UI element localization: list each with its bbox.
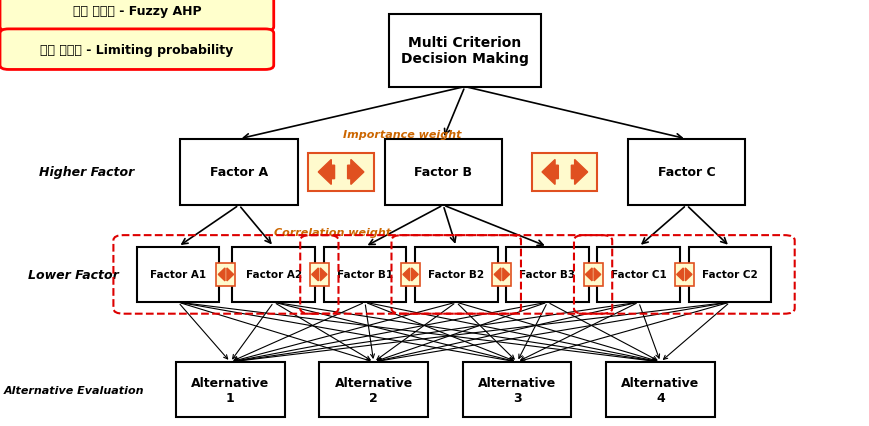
FancyBboxPatch shape [607,362,714,417]
FancyArrow shape [594,268,600,281]
FancyBboxPatch shape [492,263,511,286]
Text: Alternative
4: Alternative 4 [621,376,700,404]
FancyBboxPatch shape [323,247,407,302]
Text: Importance weight: Importance weight [343,129,461,139]
Text: Factor C1: Factor C1 [611,270,667,280]
FancyBboxPatch shape [415,247,497,302]
Text: Factor A2: Factor A2 [246,270,302,280]
FancyBboxPatch shape [584,263,603,286]
FancyBboxPatch shape [308,153,374,192]
FancyBboxPatch shape [136,247,219,302]
FancyBboxPatch shape [533,153,598,192]
FancyBboxPatch shape [181,139,298,206]
FancyBboxPatch shape [389,15,541,87]
FancyArrow shape [677,268,683,281]
FancyArrow shape [412,268,418,281]
Text: Factor A: Factor A [210,166,268,179]
FancyBboxPatch shape [216,263,235,286]
FancyBboxPatch shape [233,247,315,302]
FancyArrow shape [542,160,559,185]
FancyArrow shape [227,268,234,281]
FancyArrow shape [348,160,364,185]
FancyBboxPatch shape [688,247,772,302]
Text: 상관 가중치 - Limiting probability: 상관 가중치 - Limiting probability [40,43,234,57]
Text: Alternative
1: Alternative 1 [191,376,269,404]
FancyArrow shape [312,268,318,281]
Text: Factor B3: Factor B3 [520,270,575,280]
Text: 중요 가중치 - Fuzzy AHP: 중요 가중치 - Fuzzy AHP [72,5,202,18]
FancyArrow shape [686,268,692,281]
FancyBboxPatch shape [628,139,746,206]
FancyArrow shape [318,160,335,185]
FancyArrow shape [218,268,225,281]
FancyArrow shape [403,268,409,281]
FancyBboxPatch shape [309,263,328,286]
FancyBboxPatch shape [506,247,589,302]
Text: Factor B: Factor B [415,166,472,179]
FancyBboxPatch shape [462,362,572,417]
FancyArrow shape [321,268,327,281]
FancyArrow shape [494,268,501,281]
FancyBboxPatch shape [384,139,502,206]
Text: Factor B2: Factor B2 [428,270,484,280]
Text: Correlation weight: Correlation weight [274,227,391,237]
Text: Factor C: Factor C [658,166,715,179]
Text: Factor B1: Factor B1 [337,270,393,280]
Text: Alternative
2: Alternative 2 [335,376,413,404]
FancyArrow shape [503,268,509,281]
Text: Multi Criterion
Decision Making: Multi Criterion Decision Making [401,36,529,66]
FancyBboxPatch shape [0,30,274,70]
FancyBboxPatch shape [0,0,274,32]
Text: Alternative Evaluation: Alternative Evaluation [3,385,144,395]
FancyBboxPatch shape [674,263,693,286]
Text: Alternative
3: Alternative 3 [478,376,556,404]
Text: Lower Factor: Lower Factor [29,268,119,281]
Text: Factor C2: Factor C2 [702,270,758,280]
Text: Factor A1: Factor A1 [150,270,206,280]
FancyArrow shape [572,160,587,185]
FancyArrow shape [586,268,592,281]
Text: Higher Factor: Higher Factor [39,166,135,179]
FancyBboxPatch shape [598,247,680,302]
FancyBboxPatch shape [176,362,285,417]
FancyBboxPatch shape [401,263,421,286]
FancyBboxPatch shape [320,362,428,417]
